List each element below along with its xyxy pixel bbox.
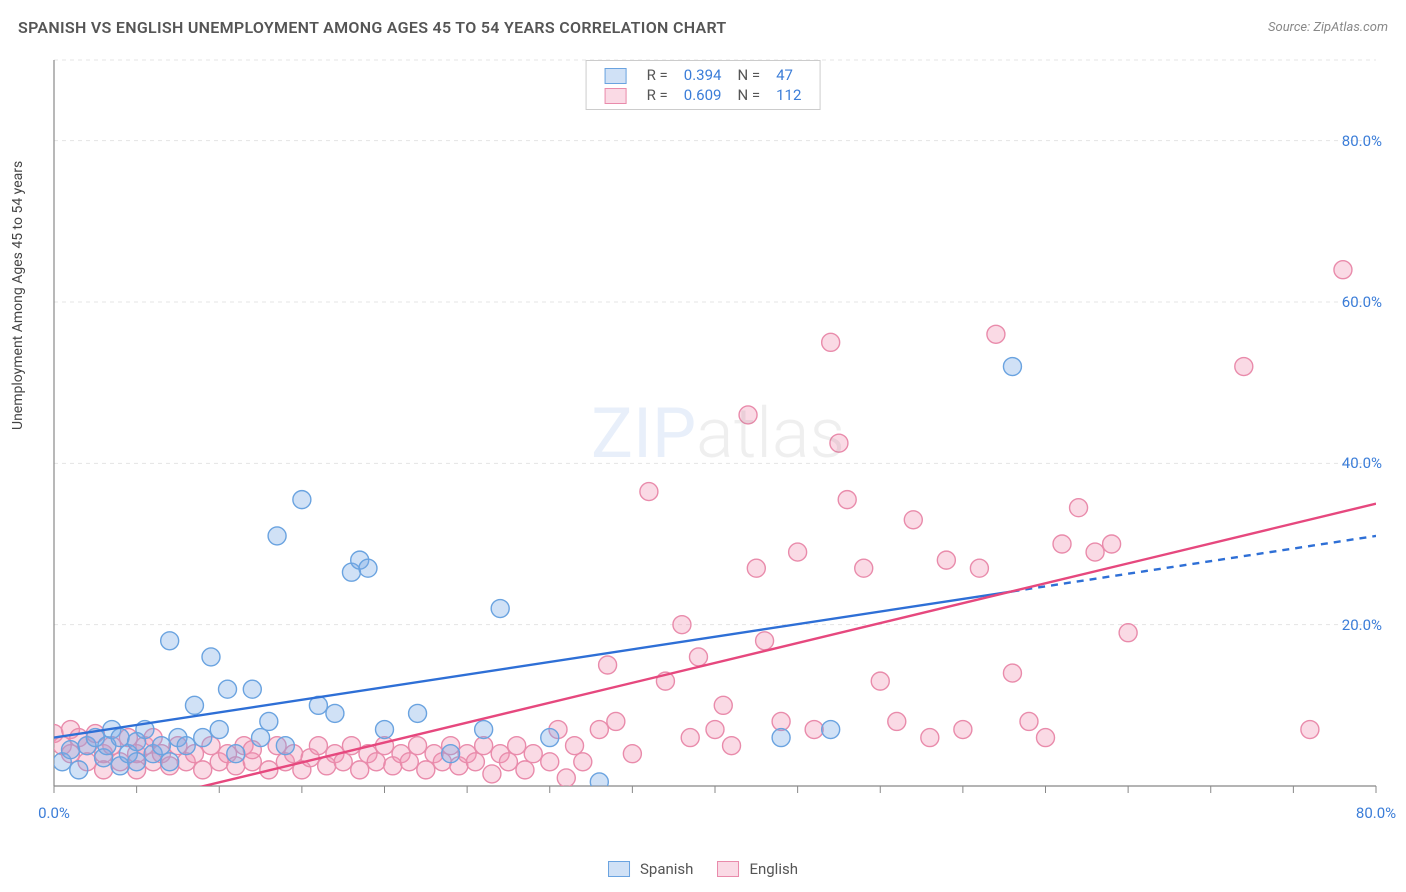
swatch-spanish (605, 68, 627, 84)
y-tick-label: 60.0% (1342, 293, 1382, 311)
legend-item-english: English (717, 860, 798, 878)
r-value-english: 0.609 (676, 85, 730, 105)
legend-label-spanish: Spanish (640, 860, 693, 878)
legend-row-spanish: R = 0.394 N = 47 (597, 65, 810, 85)
n-label: N = (737, 86, 760, 104)
correlation-legend: R = 0.394 N = 47 R = 0.609 N = 112 (586, 60, 821, 110)
source-attribution: Source: ZipAtlas.com (1268, 20, 1388, 35)
r-value-spanish: 0.394 (676, 65, 730, 85)
r-label: R = (647, 86, 668, 104)
legend-row-english: R = 0.609 N = 112 (597, 85, 810, 105)
swatch-english (605, 88, 627, 104)
scatter-chart (50, 58, 1386, 818)
swatch-spanish (608, 861, 630, 877)
r-label: R = (647, 66, 668, 84)
n-value-spanish: 47 (768, 65, 809, 85)
y-tick-label: 80.0% (1342, 132, 1382, 150)
source-prefix: Source: (1268, 20, 1313, 35)
legend-item-spanish: Spanish (608, 860, 693, 878)
page-title: SPANISH VS ENGLISH UNEMPLOYMENT AMONG AG… (18, 18, 727, 37)
n-value-english: 112 (768, 85, 809, 105)
y-tick-label: 40.0% (1342, 454, 1382, 472)
n-label: N = (737, 66, 760, 84)
legend-label-english: English (749, 860, 798, 878)
chart-area: ZIPatlas 20.0%40.0%60.0%80.0% 0.0%80.0% (50, 58, 1386, 818)
source-name: ZipAtlas.com (1313, 20, 1388, 35)
series-legend: Spanish English (608, 860, 798, 878)
y-axis-label: Unemployment Among Ages 45 to 54 years (10, 161, 26, 430)
swatch-english (717, 861, 739, 877)
y-tick-label: 20.0% (1342, 616, 1382, 634)
